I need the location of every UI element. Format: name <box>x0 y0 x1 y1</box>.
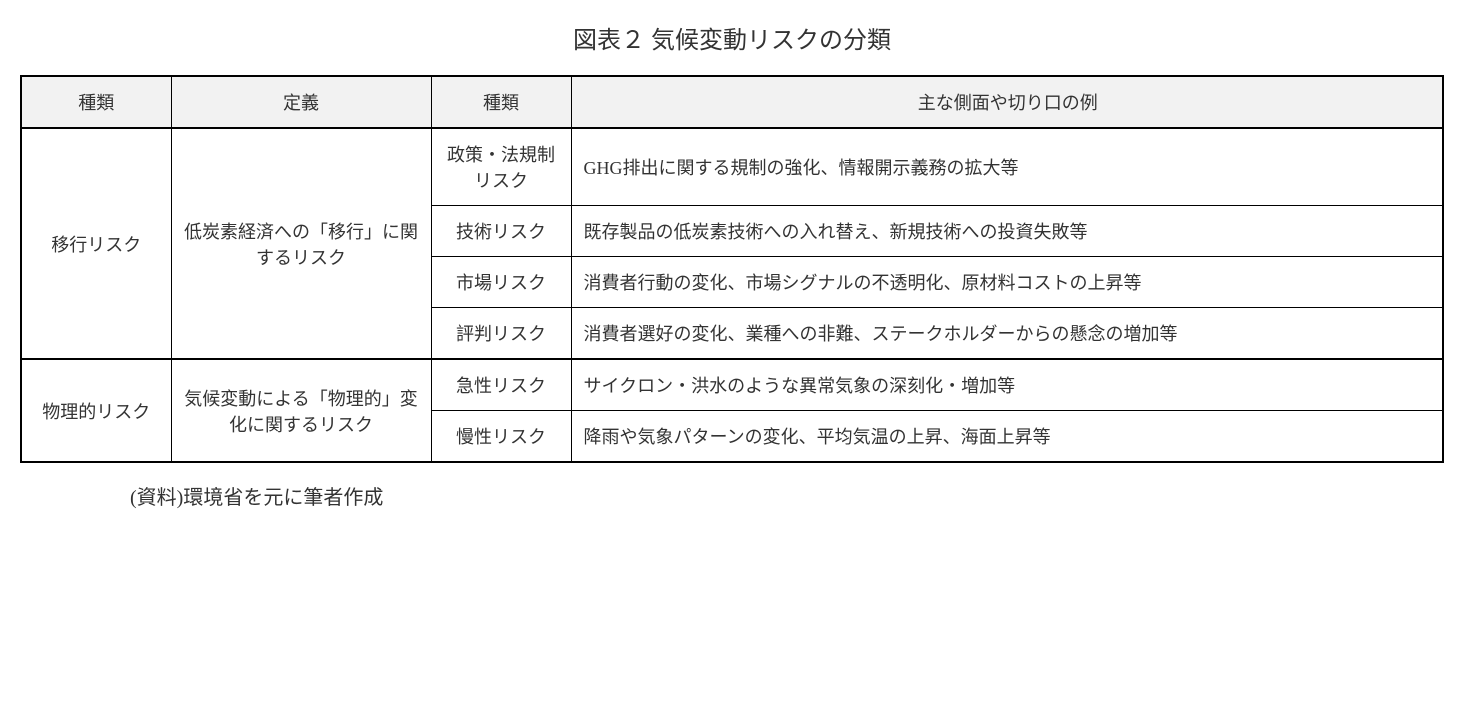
cell-subtype: 慢性リスク <box>431 411 571 463</box>
header-definition: 定義 <box>171 76 431 128</box>
header-type2: 種類 <box>431 76 571 128</box>
cell-definition: 気候変動による「物理的」変化に関するリスク <box>171 359 431 462</box>
cell-example: GHG排出に関する規制の強化、情報開示義務の拡大等 <box>571 128 1443 206</box>
cell-subtype: 評判リスク <box>431 308 571 360</box>
cell-example: 消費者選好の変化、業種への非難、ステークホルダーからの懸念の増加等 <box>571 308 1443 360</box>
document-container: 図表２ 気候変動リスクの分類 種類 定義 種類 主な側面や切り口の例 移行リスク… <box>20 20 1444 510</box>
table-body: 移行リスク 低炭素経済への「移行」に関するリスク 政策・法規制リスク GHG排出… <box>21 128 1443 462</box>
table-header-row: 種類 定義 種類 主な側面や切り口の例 <box>21 76 1443 128</box>
cell-definition: 低炭素経済への「移行」に関するリスク <box>171 128 431 359</box>
cell-subtype: 技術リスク <box>431 206 571 257</box>
cell-subtype: 市場リスク <box>431 257 571 308</box>
cell-example: 降雨や気象パターンの変化、平均気温の上昇、海面上昇等 <box>571 411 1443 463</box>
cell-type: 物理的リスク <box>21 359 171 462</box>
cell-type: 移行リスク <box>21 128 171 359</box>
cell-subtype: 政策・法規制リスク <box>431 128 571 206</box>
header-example: 主な側面や切り口の例 <box>571 76 1443 128</box>
table-row: 移行リスク 低炭素経済への「移行」に関するリスク 政策・法規制リスク GHG排出… <box>21 128 1443 206</box>
source-note: (資料)環境省を元に筆者作成 <box>130 481 1444 510</box>
cell-example: 消費者行動の変化、市場シグナルの不透明化、原材料コストの上昇等 <box>571 257 1443 308</box>
cell-subtype: 急性リスク <box>431 359 571 411</box>
risk-classification-table: 種類 定義 種類 主な側面や切り口の例 移行リスク 低炭素経済への「移行」に関す… <box>20 75 1444 463</box>
cell-example: 既存製品の低炭素技術への入れ替え、新規技術への投資失敗等 <box>571 206 1443 257</box>
table-title: 図表２ 気候変動リスクの分類 <box>20 20 1444 55</box>
table-row: 物理的リスク 気候変動による「物理的」変化に関するリスク 急性リスク サイクロン… <box>21 359 1443 411</box>
cell-example: サイクロン・洪水のような異常気象の深刻化・増加等 <box>571 359 1443 411</box>
header-type1: 種類 <box>21 76 171 128</box>
